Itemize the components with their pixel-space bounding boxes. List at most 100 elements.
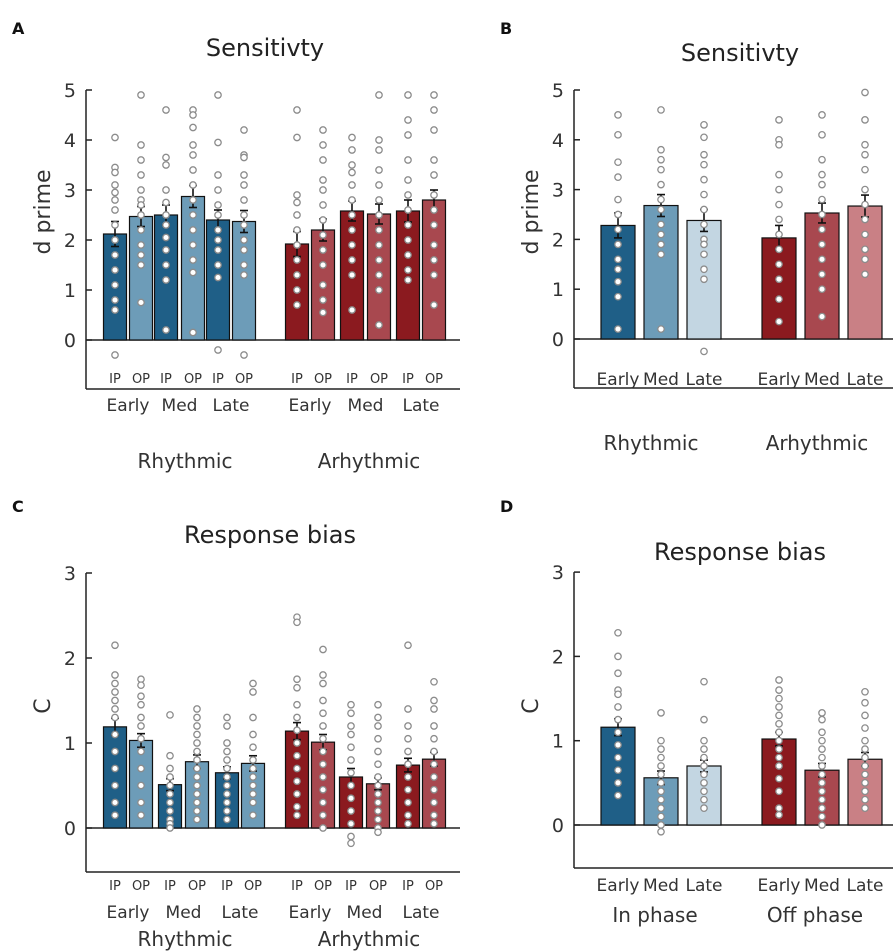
- panel-d-data-point: [818, 709, 826, 717]
- panel-d-data-point: [657, 778, 665, 787]
- panel-a-data-point: [293, 271, 301, 279]
- panel-a-data-point: [189, 111, 197, 119]
- panel-b-data-point: [657, 195, 665, 204]
- panel-a-data-point: [404, 116, 412, 124]
- panel-d-data-point: [818, 745, 826, 753]
- panel-b-data-point: [775, 295, 783, 304]
- panel-c-data-point: [374, 773, 382, 781]
- panel-b-data-point: [700, 121, 708, 129]
- panel-c-data-point: [347, 768, 355, 777]
- panel-d-data-point: [775, 774, 783, 783]
- panel-d-data-point: [775, 728, 783, 737]
- panel-a-data-point: [162, 153, 170, 162]
- panel-c-data-point: [111, 671, 119, 679]
- panel-a-data-point: [162, 276, 170, 284]
- panel-a-data-point: [430, 106, 438, 114]
- panel-a-data-point: [430, 126, 438, 134]
- panel-c-x-tick-label: IP: [345, 879, 357, 894]
- panel-a-data-point: [430, 221, 438, 229]
- panel-c-data-point: [293, 739, 301, 747]
- panel-a-data-point: [240, 261, 248, 269]
- panel-d-data-point: [861, 711, 869, 720]
- panel-a-data-point: [111, 221, 119, 229]
- panel-a-data-point: [319, 216, 327, 224]
- panel-c-data-point: [347, 709, 355, 718]
- panel-c-data-point: [319, 824, 327, 832]
- panel-a-data-point: [319, 126, 327, 134]
- panel-d-data-point: [700, 736, 708, 745]
- panel-a-data-point: [430, 91, 438, 99]
- panel-d-data-point: [861, 787, 869, 796]
- panel-c-data-point: [111, 811, 119, 820]
- panel-c-data-point: [430, 785, 438, 794]
- panel-c-data-point: [347, 781, 355, 790]
- panel-c-data-point: [193, 815, 201, 824]
- panel-a-y-tick-label: 3: [64, 180, 76, 202]
- panel-a-data-point: [240, 211, 248, 219]
- panel-a-data-point: [375, 146, 383, 154]
- panel-a-data-point: [430, 256, 438, 264]
- panel-a-data-point: [375, 271, 383, 279]
- panel-c-data-point: [193, 705, 201, 713]
- panel-a-data-point: [162, 233, 170, 242]
- panel-c-data-point: [137, 713, 145, 722]
- panel-c-data-point: [111, 679, 119, 688]
- panel-b-data-point: [818, 155, 826, 164]
- panel-a-y-tick-label: 0: [64, 330, 76, 352]
- panel-c-data-point: [166, 824, 174, 832]
- panel-d-data-point: [861, 778, 869, 787]
- panel-a-data-point: [111, 306, 119, 314]
- panel-b-data-point: [818, 195, 826, 204]
- panel-c-data-point: [347, 756, 355, 764]
- panel-a-data-point: [214, 273, 222, 282]
- panel-a-data-point: [137, 211, 145, 219]
- panel-b-data-point: [700, 275, 708, 284]
- panel-a-data-point: [137, 91, 145, 99]
- panel-a-data-point: [162, 198, 170, 207]
- panel-a-data-point: [404, 221, 412, 229]
- panel-b-data-point: [775, 140, 783, 149]
- panel-b-x-tick-label: Med: [804, 370, 840, 390]
- panel-a-data-point: [137, 186, 145, 194]
- panel-c-data-point: [430, 798, 438, 807]
- panel-a-data-point: [214, 186, 222, 194]
- panel-a-data-point: [137, 171, 145, 179]
- panel-c-data-point: [249, 679, 257, 688]
- panel-b-data-point: [775, 185, 783, 194]
- panel-b-data-point: [614, 240, 622, 249]
- panel-a-data-point: [111, 281, 119, 289]
- panel-b-data-point: [818, 255, 826, 264]
- panel-d-data-point: [818, 821, 826, 829]
- panel-a-data-point: [111, 188, 119, 197]
- panel-d-group-label: Off phase: [767, 903, 863, 927]
- panel-c-data-point: [374, 734, 382, 743]
- panel-c-data-point: [193, 722, 201, 730]
- panel-c-data-point: [430, 819, 438, 828]
- panel-d-data-point: [775, 686, 783, 694]
- panel-d-data-point: [700, 677, 708, 686]
- panel-d-data-point: [775, 703, 783, 711]
- panel-c-data-point: [293, 618, 301, 627]
- panel-a-data-point: [319, 296, 327, 304]
- panel-c-x-tick-label: OP: [188, 879, 206, 894]
- panel-c-data-point: [249, 790, 257, 798]
- panel-a-data-point: [319, 308, 327, 317]
- panel-a-data-point: [404, 266, 412, 274]
- panel-a-data-point: [319, 141, 327, 149]
- panel-c-y-tick-label: 3: [64, 563, 76, 585]
- panel-d-data-point: [818, 778, 826, 787]
- panel-a-data-point: [111, 168, 119, 177]
- panel-d-data-point: [614, 741, 622, 749]
- panel-a-subgroup-label: Med: [162, 396, 198, 416]
- panel-d-data-point: [700, 715, 708, 724]
- panel-a-data-point: [189, 181, 197, 189]
- panel-a-data-point: [430, 191, 438, 199]
- panel-d-data-point: [700, 745, 708, 753]
- panel-a-data-point: [111, 296, 119, 304]
- panel-b-data-point: [614, 111, 622, 119]
- panel-a-data-point: [348, 146, 356, 154]
- panel-a-group-label: Rhythmic: [138, 449, 233, 473]
- panel-d-x-tick-label: Late: [685, 876, 722, 896]
- panel-b-data-point: [614, 210, 622, 219]
- panel-a-x-tick-label: OP: [184, 372, 202, 387]
